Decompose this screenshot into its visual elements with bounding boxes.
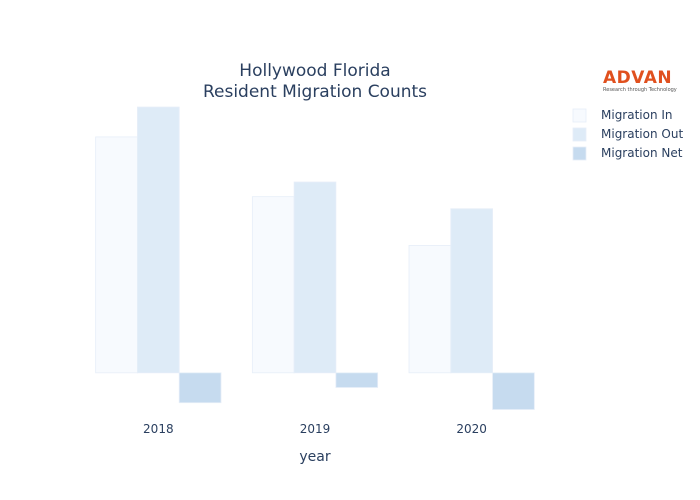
bar-migration-in-2020	[408, 245, 452, 374]
logo-tagline: Research through Technology	[603, 87, 677, 93]
bar-migration-net-2019	[335, 372, 379, 388]
legend: Migration In Migration Out Migration Net	[572, 108, 683, 161]
legend-swatch-migration-net[interactable]	[572, 146, 587, 161]
bar-migration-in-2018	[95, 136, 138, 374]
x-tick-label-2018: 2018	[143, 422, 174, 436]
bar-migration-net-2018	[178, 372, 222, 404]
plot-area	[95, 106, 535, 410]
legend-label-migration-out[interactable]: Migration Out	[601, 127, 683, 141]
chart-title-line-1: Hollywood Florida	[239, 61, 390, 81]
x-tick-label-2020: 2020	[456, 422, 487, 436]
x-axis-ticks: 2018 2019 2020	[143, 422, 487, 436]
x-axis-title: year	[299, 449, 330, 465]
bar-migration-out-2018	[137, 106, 180, 374]
legend-label-migration-in[interactable]: Migration In	[601, 108, 673, 122]
legend-swatch-migration-in[interactable]	[572, 108, 587, 123]
chart-title-line-2: Resident Migration Counts	[203, 82, 427, 102]
bar-migration-out-2020	[450, 208, 493, 374]
legend-label-migration-net[interactable]: Migration Net	[601, 146, 683, 160]
bar-migration-in-2019	[251, 196, 295, 374]
bar-migration-net-2020	[492, 372, 535, 410]
advan-logo: ADVAN Research through Technology	[603, 68, 677, 93]
x-tick-label-2019: 2019	[300, 422, 331, 436]
logo-wordmark: ADVAN	[603, 68, 672, 88]
chart-title: Hollywood Florida Resident Migration Cou…	[203, 61, 427, 102]
bar-migration-out-2019	[293, 181, 337, 374]
legend-swatch-migration-out[interactable]	[572, 127, 587, 142]
